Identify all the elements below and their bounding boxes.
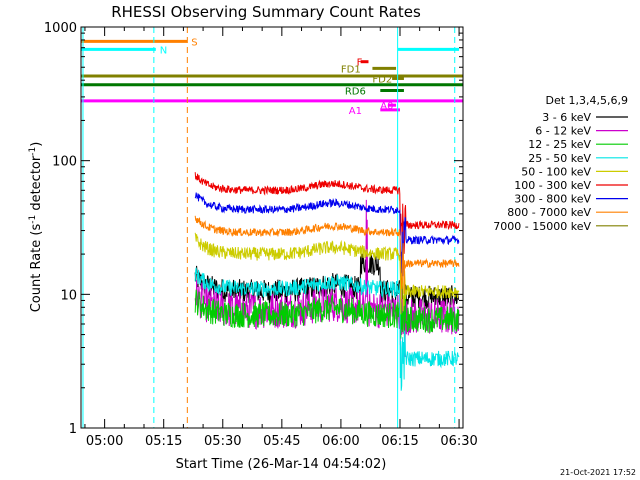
series-line [194,289,460,346]
y-axis-label-sup: -1 [28,147,38,156]
x-tick-label: 05:45 [263,434,300,449]
plot-frame [80,26,464,429]
legend-label: 3 - 6 keV [542,111,591,124]
flag-label: A1 [349,106,362,117]
chart-title: RHESSI Observing Summary Count Rates [111,3,421,21]
y-tick-label: 1 [69,422,77,437]
series-line [194,215,460,294]
flag-label: FD2 [372,74,392,85]
flag-label: A0 [380,101,393,112]
x-tick-label: 05:00 [86,434,123,449]
x-tick-label: 06:15 [381,434,418,449]
series-line [194,232,460,315]
legend-label: 100 - 300 keV [514,179,591,192]
x-tick-label: 05:30 [204,434,241,449]
legend-label: 300 - 800 keV [514,193,591,206]
legend-title: Det 1,3,4,5,6,9 [545,94,628,107]
legend-label: 800 - 7000 keV [507,206,591,219]
legend-label: 6 - 12 keV [535,125,591,138]
y-axis-label-part: Count Rate (s [29,224,44,313]
flag-label: FD1 [341,64,361,75]
y-axis-label-sup: -1 [28,215,38,224]
x-axis-label: Start Time (26-Mar-14 04:54:02) [176,457,387,472]
flag-label: N [160,45,167,56]
flag-label: F [357,58,363,69]
legend-label: 7000 - 15000 keV [493,220,591,233]
x-tick-label: 05:15 [145,434,182,449]
y-tick-label: 100 [52,155,77,170]
legend-label: 12 - 25 keV [528,138,591,151]
y-tick-label: 10 [60,288,77,303]
legend-label: 25 - 50 keV [528,152,591,165]
plot-inner [81,27,463,428]
flag-label: S [191,37,197,48]
y-axis-label-part: ) [29,142,44,147]
series-line [194,267,460,391]
flag-label: RD6 [345,86,366,97]
y-tick-label: 1000 [44,21,77,36]
x-tick-label: 06:00 [322,434,359,449]
series-line [194,192,460,277]
legend-label: 50 - 100 keV [521,165,591,178]
y-axis-label-part: detector [29,155,44,215]
series-line [194,172,460,255]
plot-area: SNFFD1FD2RD6RD6A0A1110100100005:0005:150… [44,21,478,449]
y-axis-label: Count Rate (s-1 detector-1) [28,142,44,313]
timestamp: 21-Oct-2021 17:52 [560,468,636,477]
x-tick-label: 06:30 [440,434,477,449]
